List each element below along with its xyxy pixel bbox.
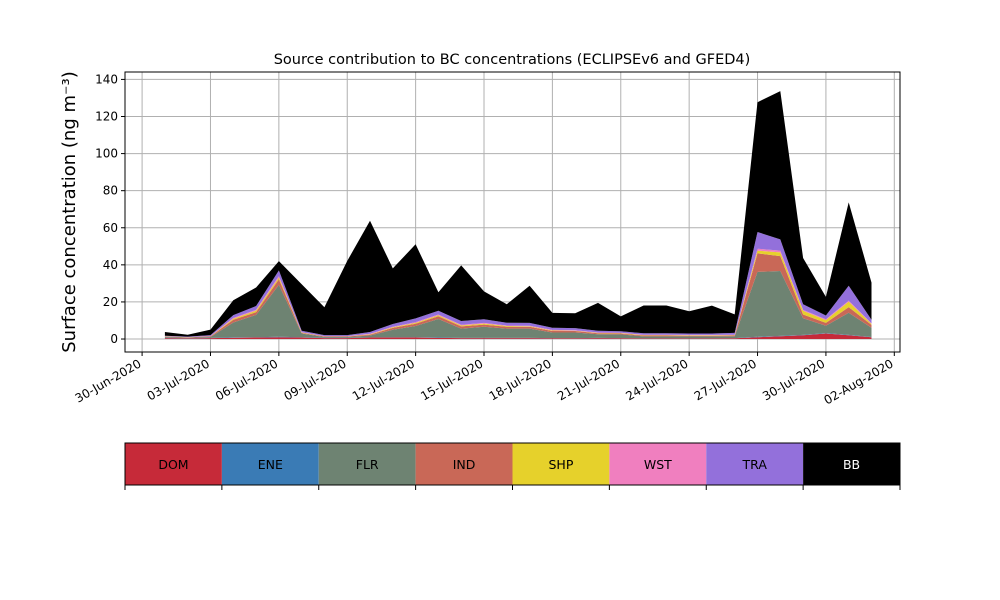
legend-label-flr: FLR <box>356 457 379 472</box>
area-dom <box>164 333 872 339</box>
x-tick-label: 21-Jul-2020 <box>555 356 622 403</box>
x-tick-label: 24-Jul-2020 <box>623 356 690 403</box>
legend-swatch-tra <box>706 443 804 485</box>
x-tick-label: 30-Jul-2020 <box>760 356 827 403</box>
legend-label-wst: WST <box>644 457 672 472</box>
x-tick-label: 27-Jul-2020 <box>692 356 759 403</box>
x-tick-label: 18-Jul-2020 <box>487 356 554 403</box>
area-bb <box>164 91 872 337</box>
area-flr <box>164 271 872 339</box>
legend-label-shp: SHP <box>549 457 574 472</box>
legend-label-tra: TRA <box>742 457 768 472</box>
legend-swatch-dom <box>125 443 222 485</box>
x-tick-label: 09-Jul-2020 <box>281 356 348 403</box>
legend-swatch-ind <box>415 443 513 485</box>
legend-swatch-ene <box>221 443 319 485</box>
y-tick-label: 20 <box>103 295 118 309</box>
y-tick-label: 60 <box>103 221 118 235</box>
legend-swatch-wst <box>609 443 707 485</box>
stacked-areas <box>164 91 872 339</box>
chart-title: Source contribution to BC concentrations… <box>274 52 751 68</box>
y-tick-label: 0 <box>110 332 118 346</box>
y-tick-label: 100 <box>95 147 118 161</box>
y-tick-label: 80 <box>103 184 118 198</box>
x-tick-label: 12-Jul-2020 <box>350 356 417 403</box>
legend-label-bb: BB <box>843 457 860 472</box>
legend-label-ind: IND <box>453 457 476 472</box>
plot-frame <box>124 71 901 353</box>
x-tick-label: 30-Jun-2020 <box>73 356 144 405</box>
y-tick-label: 40 <box>103 258 118 272</box>
legend-colorbar: DOM ENE FLR IND SHP WST TRA BB <box>124 442 901 490</box>
x-axis: 30-Jun-2020 03-Jul-2020 06-Jul-2020 09-Jul-… <box>73 352 896 407</box>
legend-swatch-flr <box>318 443 416 485</box>
x-tick-label: 03-Jul-2020 <box>145 356 212 403</box>
y-tick-label: 140 <box>95 72 118 86</box>
legend-label-dom: DOM <box>158 457 188 472</box>
y-axis-label: Surface concentration (ng m⁻³) <box>59 71 80 353</box>
legend-swatch-shp <box>512 443 610 485</box>
x-tick-label: 15-Jul-2020 <box>418 356 485 403</box>
legend-swatch-bb <box>803 443 900 485</box>
x-tick-label: 02-Aug-2020 <box>822 356 896 407</box>
x-tick-label: 06-Jul-2020 <box>213 356 280 403</box>
legend-label-ene: ENE <box>258 457 283 472</box>
y-tick-label: 120 <box>95 110 118 124</box>
y-axis: 0 20 40 60 80 100 120 140 <box>95 72 125 346</box>
